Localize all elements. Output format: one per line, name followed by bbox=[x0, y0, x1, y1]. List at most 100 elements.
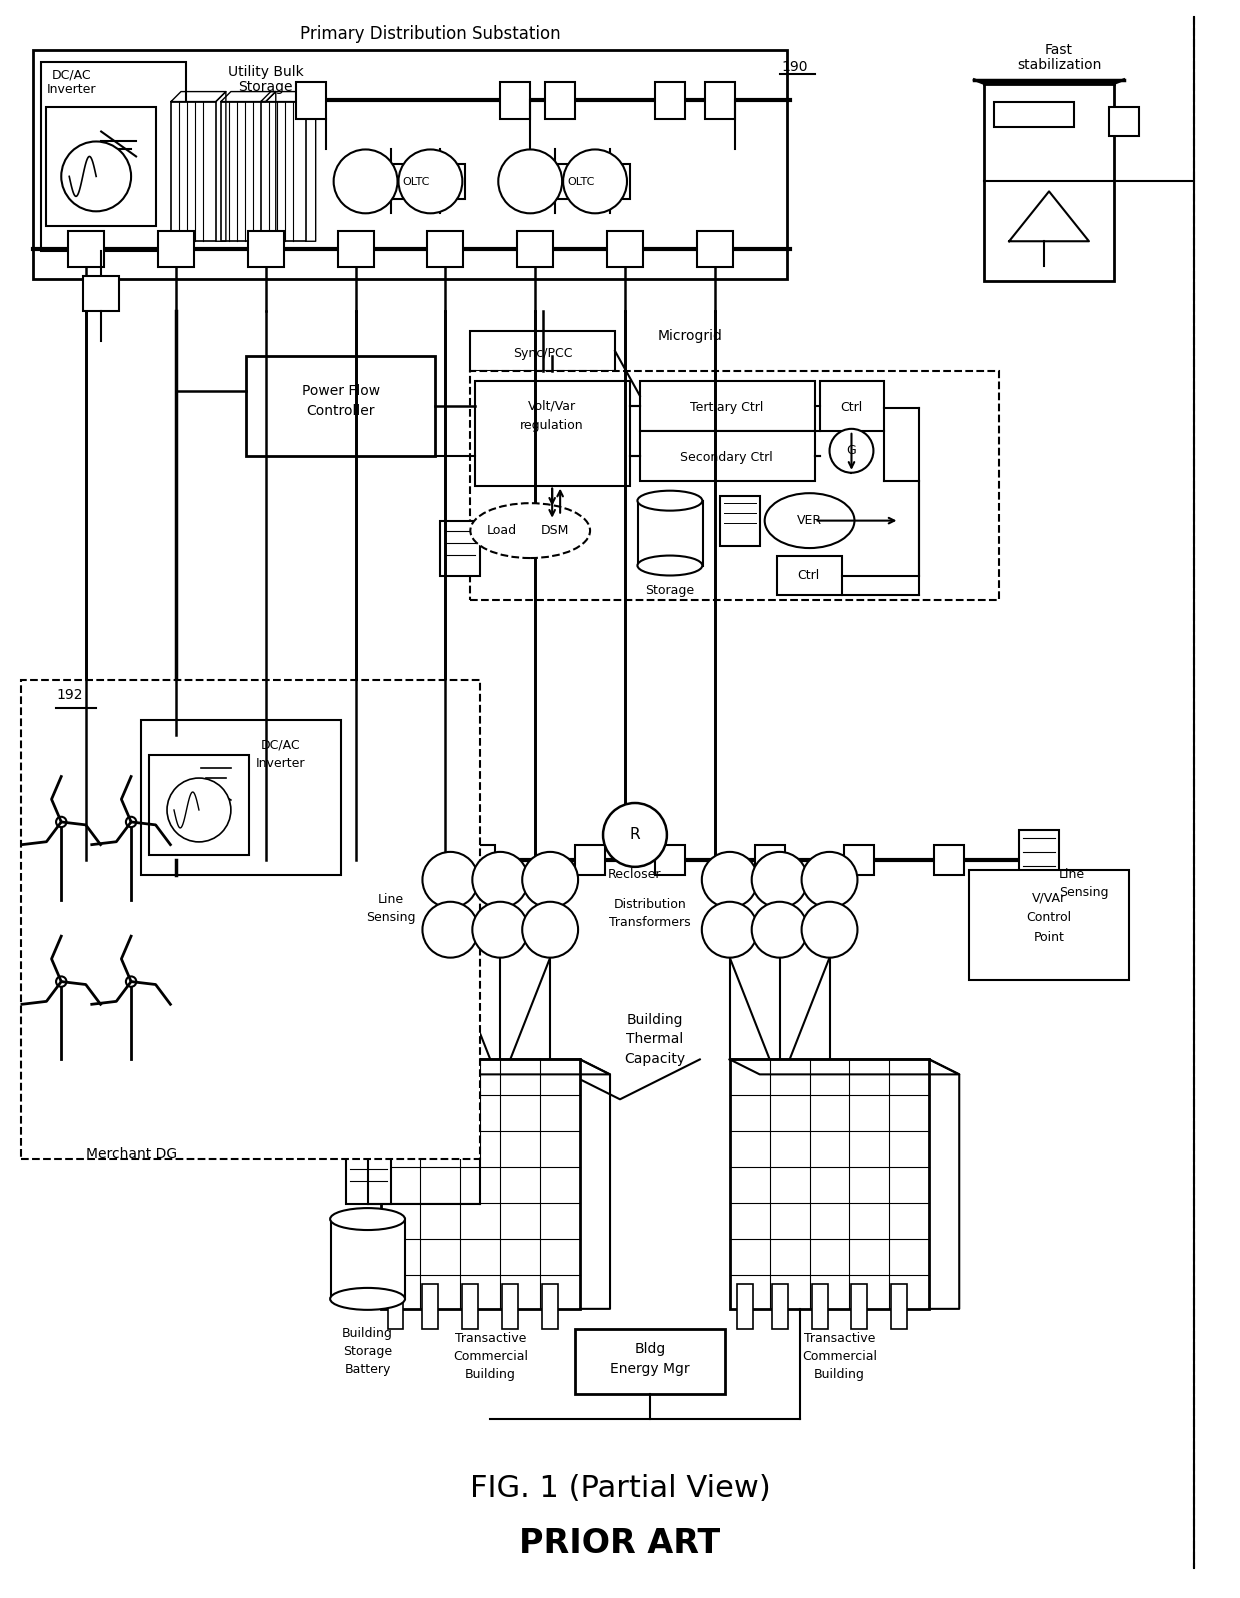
Text: Building: Building bbox=[342, 1328, 393, 1341]
Text: regulation: regulation bbox=[521, 419, 584, 433]
Bar bbox=[655, 845, 684, 874]
Bar bbox=[608, 232, 644, 267]
Bar bbox=[704, 81, 735, 118]
Text: Storage: Storage bbox=[238, 80, 293, 94]
Bar bbox=[46, 107, 156, 227]
Ellipse shape bbox=[470, 503, 590, 558]
Bar bbox=[640, 380, 815, 431]
Bar bbox=[533, 165, 630, 200]
Circle shape bbox=[522, 852, 578, 908]
Text: Load: Load bbox=[487, 524, 517, 537]
Bar bbox=[346, 1149, 391, 1203]
Text: Microgrid: Microgrid bbox=[657, 329, 722, 344]
Text: DC/AC: DC/AC bbox=[260, 738, 300, 751]
Text: Line: Line bbox=[377, 893, 403, 906]
Bar bbox=[475, 380, 630, 486]
Text: DSM: DSM bbox=[541, 524, 569, 537]
Circle shape bbox=[801, 901, 858, 957]
Text: Battery: Battery bbox=[345, 1363, 391, 1376]
Text: Primary Distribution Substation: Primary Distribution Substation bbox=[300, 24, 560, 43]
Text: Tertiary Ctrl: Tertiary Ctrl bbox=[691, 401, 764, 414]
Text: V/VAr: V/VAr bbox=[1032, 892, 1066, 904]
Text: Inverter: Inverter bbox=[255, 756, 305, 770]
Bar bbox=[719, 495, 760, 545]
Text: DC/AC: DC/AC bbox=[51, 69, 91, 81]
Text: stabilization: stabilization bbox=[1017, 58, 1101, 72]
Bar bbox=[985, 81, 1114, 281]
Text: FIG. 1 (Partial View): FIG. 1 (Partial View) bbox=[470, 1473, 770, 1504]
Circle shape bbox=[830, 428, 873, 473]
Text: Merchant DG: Merchant DG bbox=[86, 1147, 176, 1162]
Text: Storage: Storage bbox=[645, 583, 694, 598]
Bar bbox=[149, 756, 249, 855]
Bar bbox=[260, 102, 306, 241]
Bar bbox=[171, 102, 216, 241]
Circle shape bbox=[522, 901, 578, 957]
Bar bbox=[934, 845, 965, 874]
Bar bbox=[428, 232, 464, 267]
Bar bbox=[221, 102, 265, 241]
Bar bbox=[575, 845, 605, 874]
Text: Sensing: Sensing bbox=[366, 911, 415, 924]
Bar bbox=[517, 232, 553, 267]
Bar bbox=[697, 232, 733, 267]
Bar bbox=[368, 165, 465, 200]
Text: Control: Control bbox=[1027, 911, 1071, 924]
Bar bbox=[755, 845, 785, 874]
Bar bbox=[575, 1330, 724, 1393]
Bar bbox=[401, 829, 440, 890]
Text: Commercial: Commercial bbox=[453, 1350, 528, 1363]
Text: Transactive: Transactive bbox=[455, 1333, 526, 1346]
Text: Ctrl: Ctrl bbox=[841, 401, 863, 414]
Circle shape bbox=[334, 150, 398, 213]
Text: Bldg: Bldg bbox=[635, 1342, 666, 1355]
Circle shape bbox=[61, 142, 131, 211]
Ellipse shape bbox=[637, 556, 702, 575]
Ellipse shape bbox=[330, 1208, 405, 1230]
Circle shape bbox=[56, 817, 67, 828]
Text: OLTC: OLTC bbox=[568, 177, 595, 187]
Text: 192: 192 bbox=[56, 689, 83, 702]
Bar bbox=[994, 102, 1074, 126]
Bar bbox=[157, 232, 193, 267]
Text: Commercial: Commercial bbox=[802, 1350, 877, 1363]
Circle shape bbox=[702, 852, 758, 908]
Text: Storage: Storage bbox=[343, 1346, 392, 1358]
Text: Thermal: Thermal bbox=[626, 1032, 683, 1047]
Bar bbox=[844, 845, 874, 874]
Bar bbox=[440, 521, 480, 575]
Bar bbox=[637, 500, 703, 566]
Bar bbox=[388, 1283, 403, 1330]
Text: R: R bbox=[630, 828, 640, 842]
Bar bbox=[21, 681, 480, 1159]
Bar bbox=[157, 725, 193, 761]
Bar bbox=[463, 1283, 479, 1330]
Circle shape bbox=[167, 778, 231, 842]
Bar bbox=[640, 431, 815, 481]
Bar bbox=[737, 1283, 753, 1330]
Circle shape bbox=[423, 852, 479, 908]
Text: Utility Bulk: Utility Bulk bbox=[228, 64, 304, 78]
Bar bbox=[465, 845, 495, 874]
Circle shape bbox=[751, 901, 807, 957]
Ellipse shape bbox=[330, 1288, 405, 1310]
Text: Secondary Ctrl: Secondary Ctrl bbox=[681, 451, 773, 465]
Text: PRIOR ART: PRIOR ART bbox=[520, 1526, 720, 1560]
Circle shape bbox=[702, 901, 758, 957]
Text: G: G bbox=[847, 444, 857, 457]
Circle shape bbox=[603, 802, 667, 866]
Bar bbox=[331, 1219, 405, 1299]
Circle shape bbox=[563, 150, 627, 213]
Bar bbox=[141, 721, 341, 874]
Bar bbox=[248, 232, 284, 267]
Ellipse shape bbox=[637, 491, 702, 511]
Circle shape bbox=[126, 817, 136, 828]
Text: Fast: Fast bbox=[1045, 43, 1073, 56]
Circle shape bbox=[498, 150, 562, 213]
Bar bbox=[811, 1283, 827, 1330]
Bar bbox=[546, 81, 575, 118]
Bar bbox=[970, 869, 1128, 980]
Text: Power Flow: Power Flow bbox=[301, 384, 379, 398]
Bar bbox=[771, 1283, 787, 1330]
Text: Point: Point bbox=[1034, 932, 1064, 944]
